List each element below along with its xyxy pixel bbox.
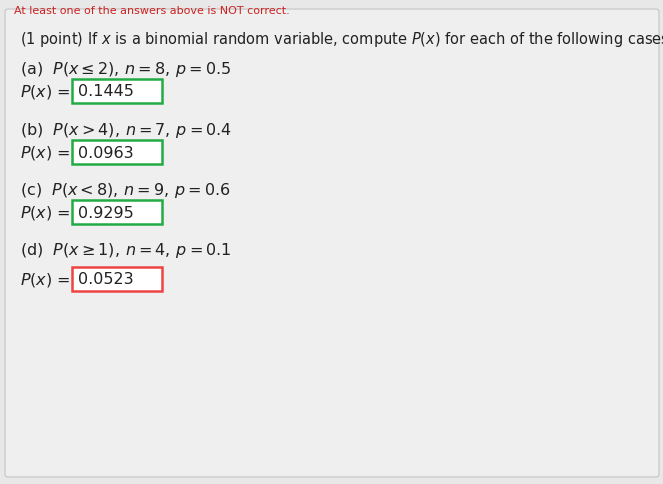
FancyBboxPatch shape xyxy=(72,80,162,104)
FancyBboxPatch shape xyxy=(5,10,659,477)
Text: (a)  $P(x \leq 2),\, n = 8,\, p = 0.5$: (a) $P(x \leq 2),\, n = 8,\, p = 0.5$ xyxy=(20,60,231,79)
Text: (c)  $P(x < 8),\, n = 9,\, p = 0.6$: (c) $P(x < 8),\, n = 9,\, p = 0.6$ xyxy=(20,181,231,199)
Text: 0.9295: 0.9295 xyxy=(78,205,134,220)
FancyBboxPatch shape xyxy=(72,268,162,291)
Text: (d)  $P(x \geq 1),\, n = 4,\, p = 0.1$: (d) $P(x \geq 1),\, n = 4,\, p = 0.1$ xyxy=(20,241,231,259)
FancyBboxPatch shape xyxy=(72,200,162,225)
FancyBboxPatch shape xyxy=(72,141,162,165)
Text: 0.1445: 0.1445 xyxy=(78,84,134,99)
Text: $P(x)$ =: $P(x)$ = xyxy=(20,271,70,288)
Text: (1 point) If $x$ is a binomial random variable, compute $P(x)$ for each of the f: (1 point) If $x$ is a binomial random va… xyxy=(20,30,663,49)
Text: At least one of the answers above is NOT correct.: At least one of the answers above is NOT… xyxy=(14,6,290,16)
Text: 0.0963: 0.0963 xyxy=(78,145,134,160)
Text: $P(x)$ =: $P(x)$ = xyxy=(20,83,70,101)
Text: 0.0523: 0.0523 xyxy=(78,272,134,287)
Text: (b)  $P(x > 4),\, n = 7,\, p = 0.4$: (b) $P(x > 4),\, n = 7,\, p = 0.4$ xyxy=(20,121,232,140)
Text: $P(x)$ =: $P(x)$ = xyxy=(20,144,70,162)
Text: $P(x)$ =: $P(x)$ = xyxy=(20,204,70,222)
